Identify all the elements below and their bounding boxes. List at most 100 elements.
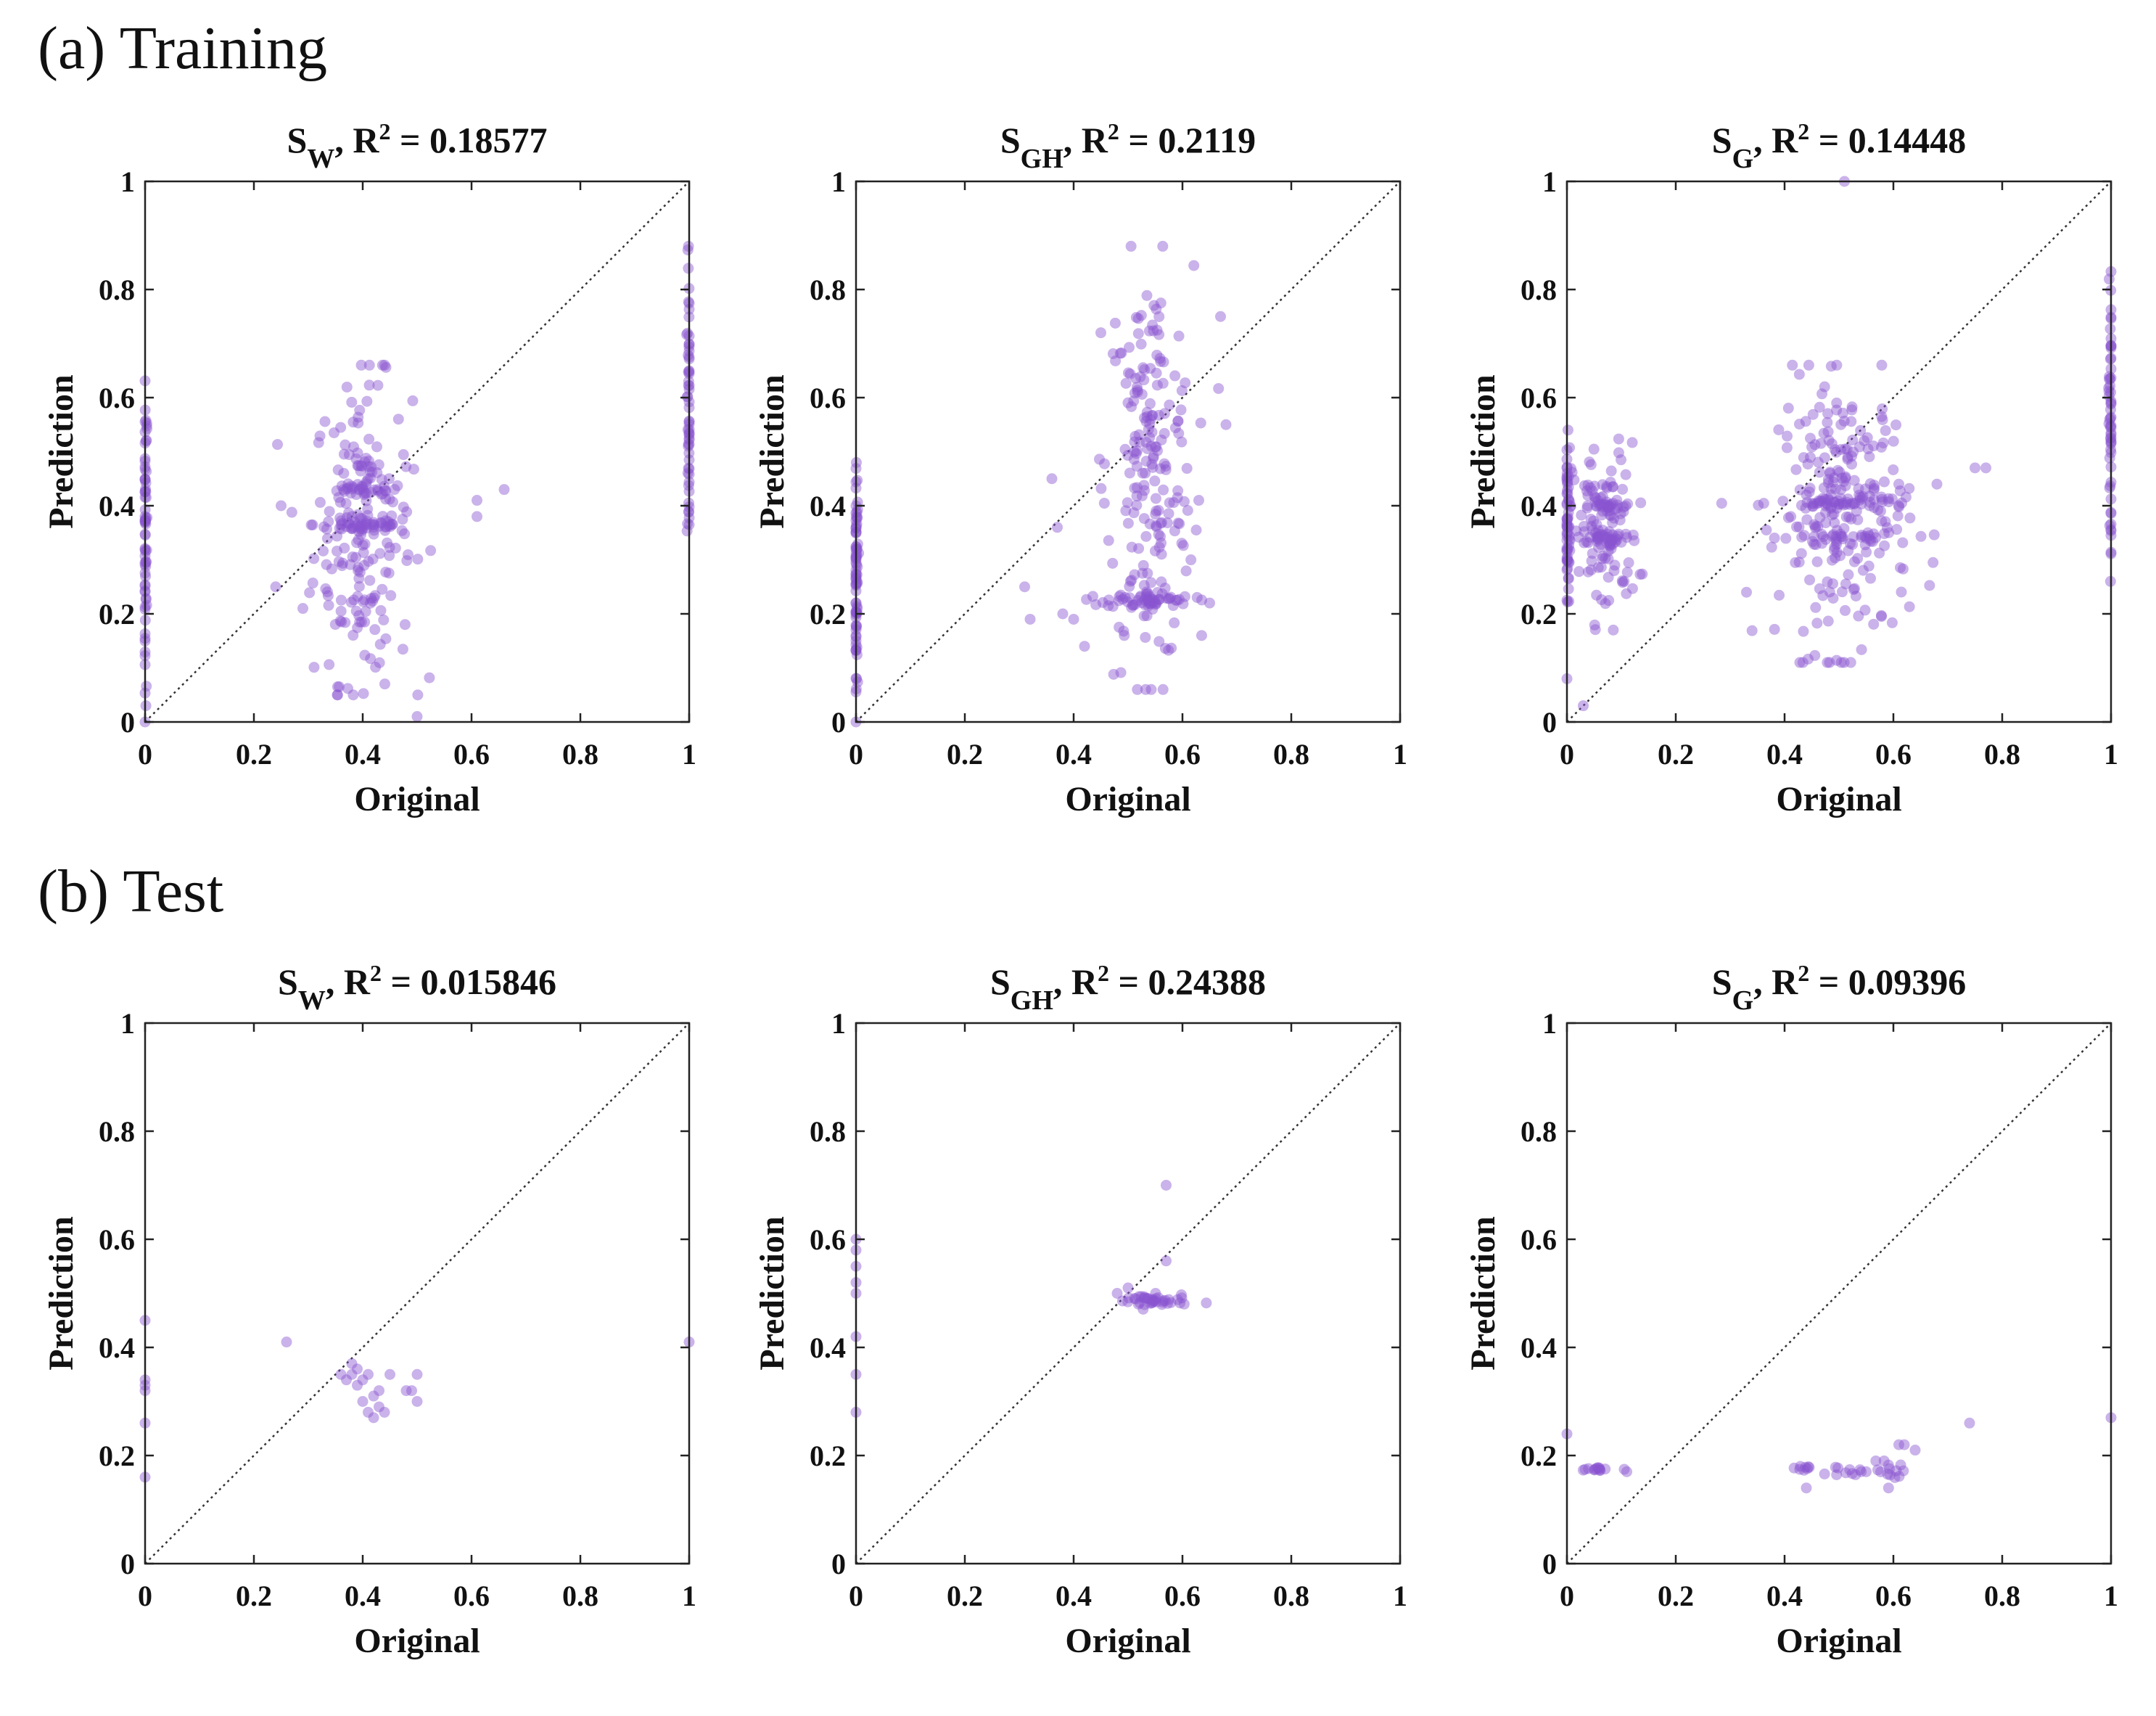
scatter-point bbox=[1836, 586, 1848, 598]
scatter-point bbox=[1597, 479, 1608, 490]
scatter-point bbox=[1774, 589, 1785, 601]
scatter-point bbox=[1600, 1463, 1611, 1475]
scatter-point bbox=[351, 520, 363, 532]
y-tick-label: 0 bbox=[831, 706, 846, 739]
scatter-point bbox=[1839, 604, 1851, 616]
scatter-point bbox=[1627, 529, 1639, 541]
scatter-point bbox=[1609, 504, 1621, 515]
scatter-point bbox=[1827, 509, 1838, 521]
y-tick-label: 1 bbox=[120, 1007, 135, 1040]
x-tick-label: 1 bbox=[1393, 1580, 1407, 1612]
scatter-point bbox=[342, 683, 353, 694]
scatter-point bbox=[1563, 506, 1574, 518]
scatter-point bbox=[1753, 499, 1764, 511]
scatter-point bbox=[1129, 1293, 1140, 1305]
y-tick-label: 0.8 bbox=[810, 1115, 846, 1148]
scatter-point bbox=[1133, 429, 1145, 440]
scatter-point bbox=[1596, 529, 1608, 541]
scatter-point bbox=[1838, 657, 1850, 668]
scatter-point bbox=[1856, 1466, 1867, 1477]
scatter-point bbox=[1591, 501, 1602, 512]
scatter-point bbox=[1825, 501, 1837, 513]
scatter-point bbox=[341, 521, 353, 533]
scatter-point bbox=[1591, 531, 1602, 543]
scatter-point bbox=[380, 566, 392, 578]
scatter-point bbox=[1830, 446, 1842, 458]
title-tail: = 0.2119 bbox=[1119, 120, 1256, 160]
scatter-point bbox=[852, 475, 863, 486]
scatter-point bbox=[350, 605, 362, 617]
y-tick-label: 0.8 bbox=[99, 274, 135, 306]
scatter-point bbox=[1868, 618, 1880, 630]
scatter-point bbox=[411, 1368, 423, 1380]
y-tick-label: 0.4 bbox=[1521, 1331, 1557, 1364]
scatter-point bbox=[1601, 496, 1613, 508]
scatter-point bbox=[384, 1368, 395, 1380]
scatter-point bbox=[1172, 1294, 1183, 1305]
x-tick-label: 0.8 bbox=[562, 1580, 598, 1612]
scatter-point bbox=[1819, 452, 1830, 464]
scatter-point bbox=[1801, 1463, 1813, 1474]
scatter-point bbox=[1846, 459, 1858, 470]
scatter-point bbox=[1841, 496, 1853, 508]
scatter-point bbox=[1809, 649, 1821, 661]
scatter-point bbox=[336, 523, 347, 535]
scatter-point bbox=[1592, 562, 1604, 573]
scatter-point bbox=[337, 484, 349, 496]
scatter-point bbox=[373, 459, 384, 470]
scatter-point bbox=[1610, 533, 1622, 544]
y-tick-label: 0.4 bbox=[99, 1331, 135, 1364]
scatter-point bbox=[1794, 1463, 1806, 1475]
scatter-point bbox=[1138, 580, 1150, 591]
chart-svg: SG, R2 = 0.14448 0 0.2 0.4 0.6 0.8 1 0 0.2 0.4 0.6… bbox=[1464, 118, 2118, 818]
scatter-point bbox=[1622, 498, 1634, 509]
scatter-point bbox=[1620, 469, 1632, 480]
scatter-point bbox=[1169, 370, 1181, 382]
scatter-point bbox=[1605, 534, 1616, 546]
scatter-point bbox=[364, 575, 376, 586]
scatter-point bbox=[1597, 506, 1609, 517]
scatter-point bbox=[1820, 506, 1832, 518]
scatter-point bbox=[1178, 496, 1190, 507]
scatter-point bbox=[374, 639, 386, 650]
scatter-point bbox=[1845, 657, 1856, 668]
scatter-point bbox=[852, 561, 863, 572]
scatter-point bbox=[1566, 467, 1578, 478]
scatter-point bbox=[1837, 533, 1848, 545]
scatter-point bbox=[1057, 608, 1069, 620]
scatter-point bbox=[1831, 359, 1843, 371]
scatter-point bbox=[1094, 453, 1106, 465]
scatter-point bbox=[1162, 1297, 1174, 1309]
scatter-point bbox=[1122, 450, 1134, 461]
scatter-point bbox=[1819, 381, 1830, 393]
scatter-point bbox=[345, 488, 357, 499]
scatter-point bbox=[360, 517, 371, 529]
scatter-point bbox=[335, 422, 347, 433]
scatter-point bbox=[1163, 508, 1174, 520]
scatter-point bbox=[1837, 497, 1848, 509]
scatter-point bbox=[361, 488, 372, 499]
scatter-point bbox=[1824, 467, 1836, 478]
scatter-point bbox=[323, 516, 334, 527]
scatter-point bbox=[1831, 538, 1843, 550]
scatter-point bbox=[1172, 415, 1184, 427]
scatter-point bbox=[347, 522, 358, 534]
chart-title: SW, R2 = 0.18577 bbox=[287, 118, 548, 174]
scatter-point bbox=[852, 602, 863, 614]
scatter-point bbox=[1782, 512, 1794, 524]
scatter-point bbox=[1601, 531, 1613, 543]
chart-title: SG, R2 = 0.14448 bbox=[1712, 118, 1966, 174]
scatter-point bbox=[407, 395, 419, 406]
scatter-point bbox=[383, 520, 395, 531]
scatter-point bbox=[370, 662, 382, 673]
scatter-point bbox=[1145, 440, 1157, 452]
scatter-point bbox=[1868, 484, 1880, 496]
scatter-point bbox=[1856, 644, 1867, 655]
scatter-point bbox=[1816, 388, 1828, 400]
scatter-point bbox=[1827, 529, 1839, 541]
scatter-point bbox=[1124, 575, 1136, 587]
scatter-point bbox=[1095, 483, 1107, 494]
scatter-point bbox=[1843, 512, 1855, 523]
scatter-point bbox=[1131, 490, 1143, 502]
scatter-point bbox=[1156, 517, 1167, 528]
